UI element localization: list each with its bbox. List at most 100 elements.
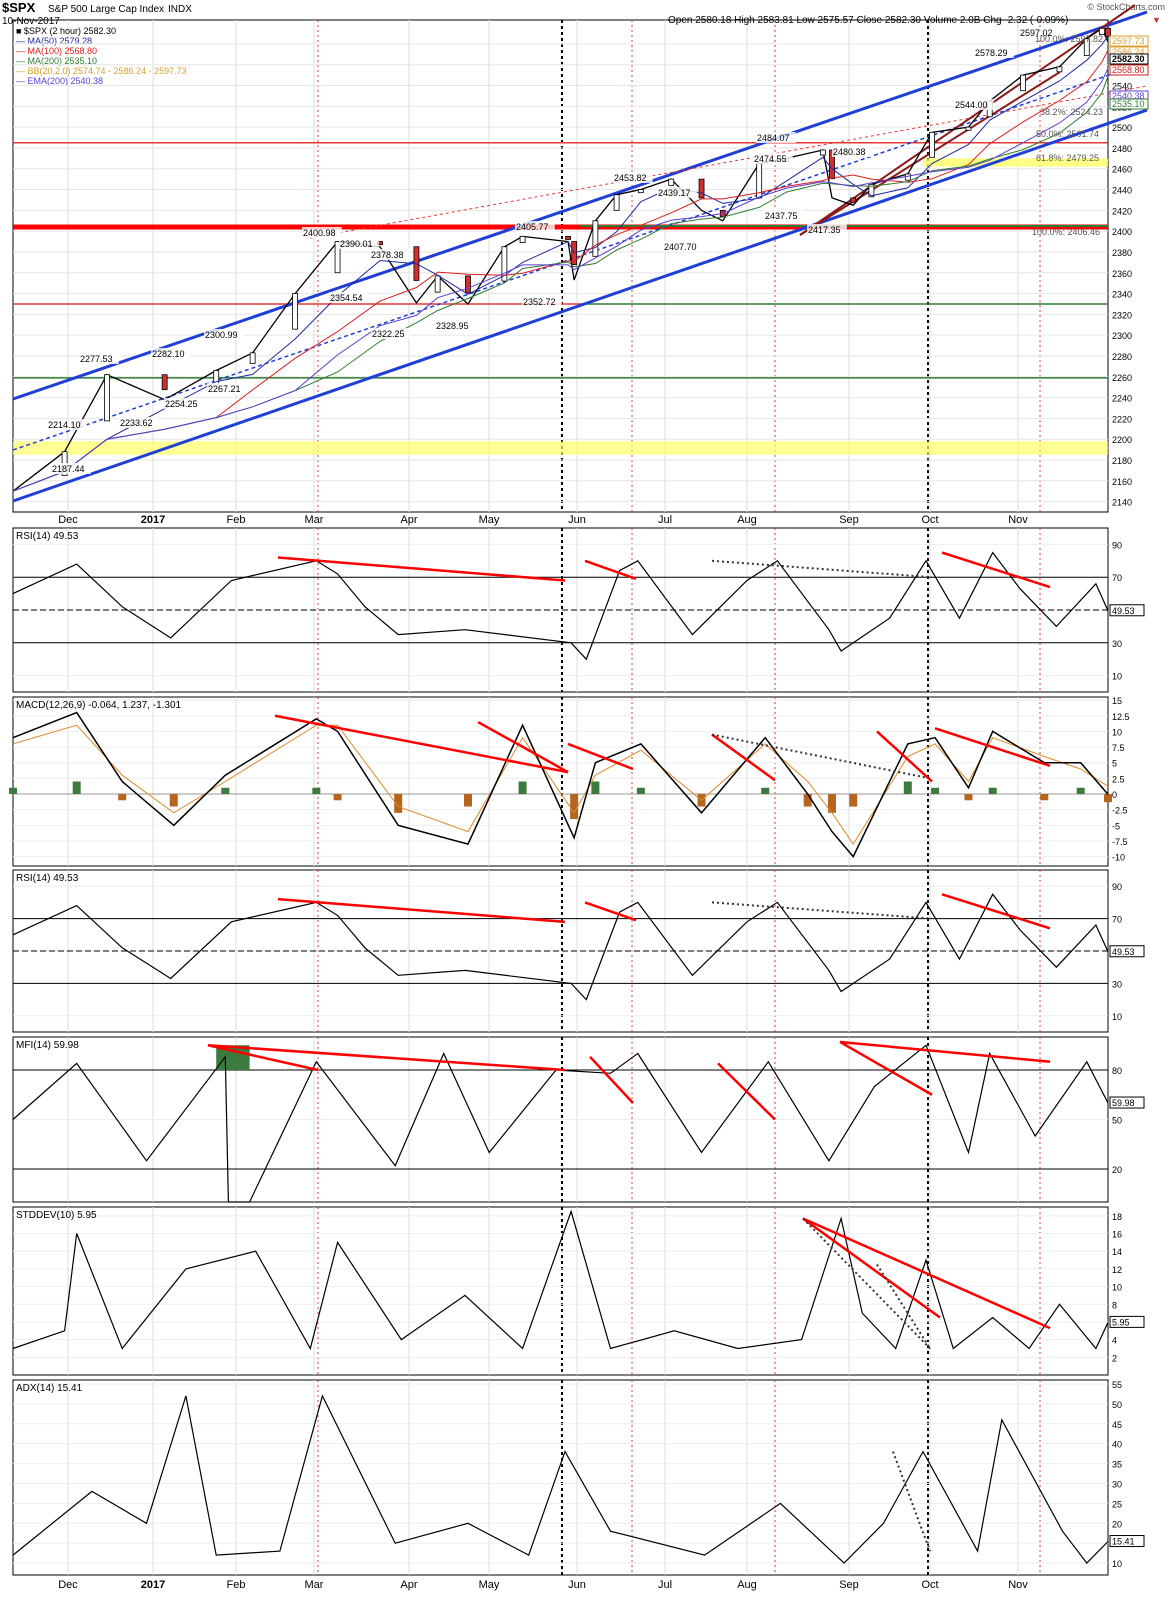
price-annotation: 2439.17 [658,188,691,198]
macd-histogram-bar [518,781,527,795]
month-label: Jul [658,1579,672,1591]
price-annotation: 2453.82 [614,173,647,183]
divergence-line [589,1055,634,1104]
annotation-bg [339,238,379,249]
divergence-line-dotted [876,1263,931,1350]
legend-item: — MA(100) 2568.80 [16,46,97,56]
price-candle [668,178,675,186]
indicator-tick: 12 [1112,1265,1122,1275]
price-annotation: 2352.72 [523,297,556,307]
divergence-line-dotted [802,1217,931,1350]
macd-histogram-bar [761,787,770,795]
indicator-tick: 80 [1112,1066,1122,1076]
macd-histogram-bar [118,794,127,801]
fib-label: 38.2%: 2524.23 [1040,107,1103,117]
macd-histogram-bar [849,794,858,807]
indicator-tick: 25 [1112,1499,1122,1509]
price-candle [592,220,599,257]
indicator-tick: 14 [1112,1247,1122,1257]
price-annotation: 2254.25 [165,399,198,409]
annotation-bg [204,329,244,340]
price-annotation: 2480.38 [833,147,866,157]
legend-item: ■ $SPX (2 hour) 2582.30 [16,26,116,36]
indicator-tick: 5 [1112,759,1117,769]
annotation-bg [79,353,119,364]
indicator-tick: 10 [1112,672,1122,682]
annotation-bg [435,320,475,331]
annotation-bg [1019,27,1059,38]
ma50-line [12,36,1109,492]
macd-histogram-bar [827,794,836,813]
price-tick: 2300 [1112,331,1132,341]
price-tick: 2340 [1112,290,1132,300]
price-candle [819,149,826,156]
macd-histogram-bar [72,781,81,795]
indicator-tick: 35 [1112,1460,1122,1470]
price-tick: 2160 [1112,477,1132,487]
price-tick: 2400 [1112,227,1132,237]
value-tag [1109,1315,1145,1328]
indicator-tick: 10 [1112,1283,1122,1293]
divergence-line [584,559,637,581]
price-candle [292,293,298,330]
macd-histogram-bar [1076,787,1085,795]
price-annotation: 2437.75 [765,211,798,221]
price-candle [929,131,935,158]
month-label: Mar [305,514,324,526]
price-tick: 2260 [1112,373,1132,383]
price-annotation: 2378.38 [371,250,404,260]
price-candle [868,183,875,198]
macd-histogram-bar [169,794,178,807]
divergence-line [839,1040,933,1096]
mfi-line [12,1044,1109,1203]
macd-histogram-bar [636,787,645,795]
price-tick: 2220 [1112,414,1132,424]
price-annotation: 2267.21 [208,384,241,394]
price-candle [249,352,256,364]
price-tick: 2420 [1112,206,1132,216]
month-label: Nov [1008,1579,1028,1591]
price-tag-label: 2586.24 [1112,47,1145,57]
indicator-tick: 12.5 [1112,712,1130,722]
price-tick: 2180 [1112,456,1132,466]
indicator-title: MFI(14) 59.98 [16,1040,79,1051]
price-annotation: 2597.02 [1020,28,1053,38]
annotation-bg [515,221,555,232]
price-candle [850,197,857,203]
price-tick: 2360 [1112,269,1132,279]
price-tick: 2240 [1112,394,1132,404]
month-label: Dec [58,1579,78,1591]
indicator-tick: 45 [1112,1420,1122,1430]
indicator-title: MACD(12,26,9) -0.064, 1.237, -1.301 [16,700,182,711]
price-candle [698,178,705,199]
indicator-tick: 10 [1112,1012,1122,1022]
month-label: Oct [921,514,938,526]
macd-histogram-bar [803,794,812,807]
annotation-bg [119,417,159,428]
annotation-bg [302,227,342,238]
month-label: Sep [839,514,859,526]
divergence-line [277,897,566,924]
indicator-tick: 4 [1112,1336,1117,1346]
month-label: Nov [1008,514,1028,526]
macd-histogram-bar [312,787,321,795]
price-candle [1105,27,1111,37]
indicator-title: RSI(14) 49.53 [16,873,79,884]
wedge-upper-line [799,4,1136,236]
price-candle [565,235,571,240]
value-tag-label: 59.98 [1112,1098,1135,1108]
annotation-bg [954,99,994,110]
panel-frame-5 [12,1206,1109,1376]
macd-histogram-bar [394,794,403,813]
value-tag-label: 15.41 [1112,1537,1135,1547]
indicator-tick: 10 [1112,1559,1122,1569]
price-annotation: 2214.10 [48,420,81,430]
month-label: Mar [305,1579,324,1591]
annotation-bg [47,419,87,430]
price-candle [965,126,972,131]
month-label: Apr [400,514,417,526]
price-tag-label: 2568.80 [1112,65,1145,75]
macd-histogram-bar [1040,794,1049,801]
ohlc-line: Open 2580.18 High 2583.81 Low 2575.57 Cl… [668,15,1068,26]
